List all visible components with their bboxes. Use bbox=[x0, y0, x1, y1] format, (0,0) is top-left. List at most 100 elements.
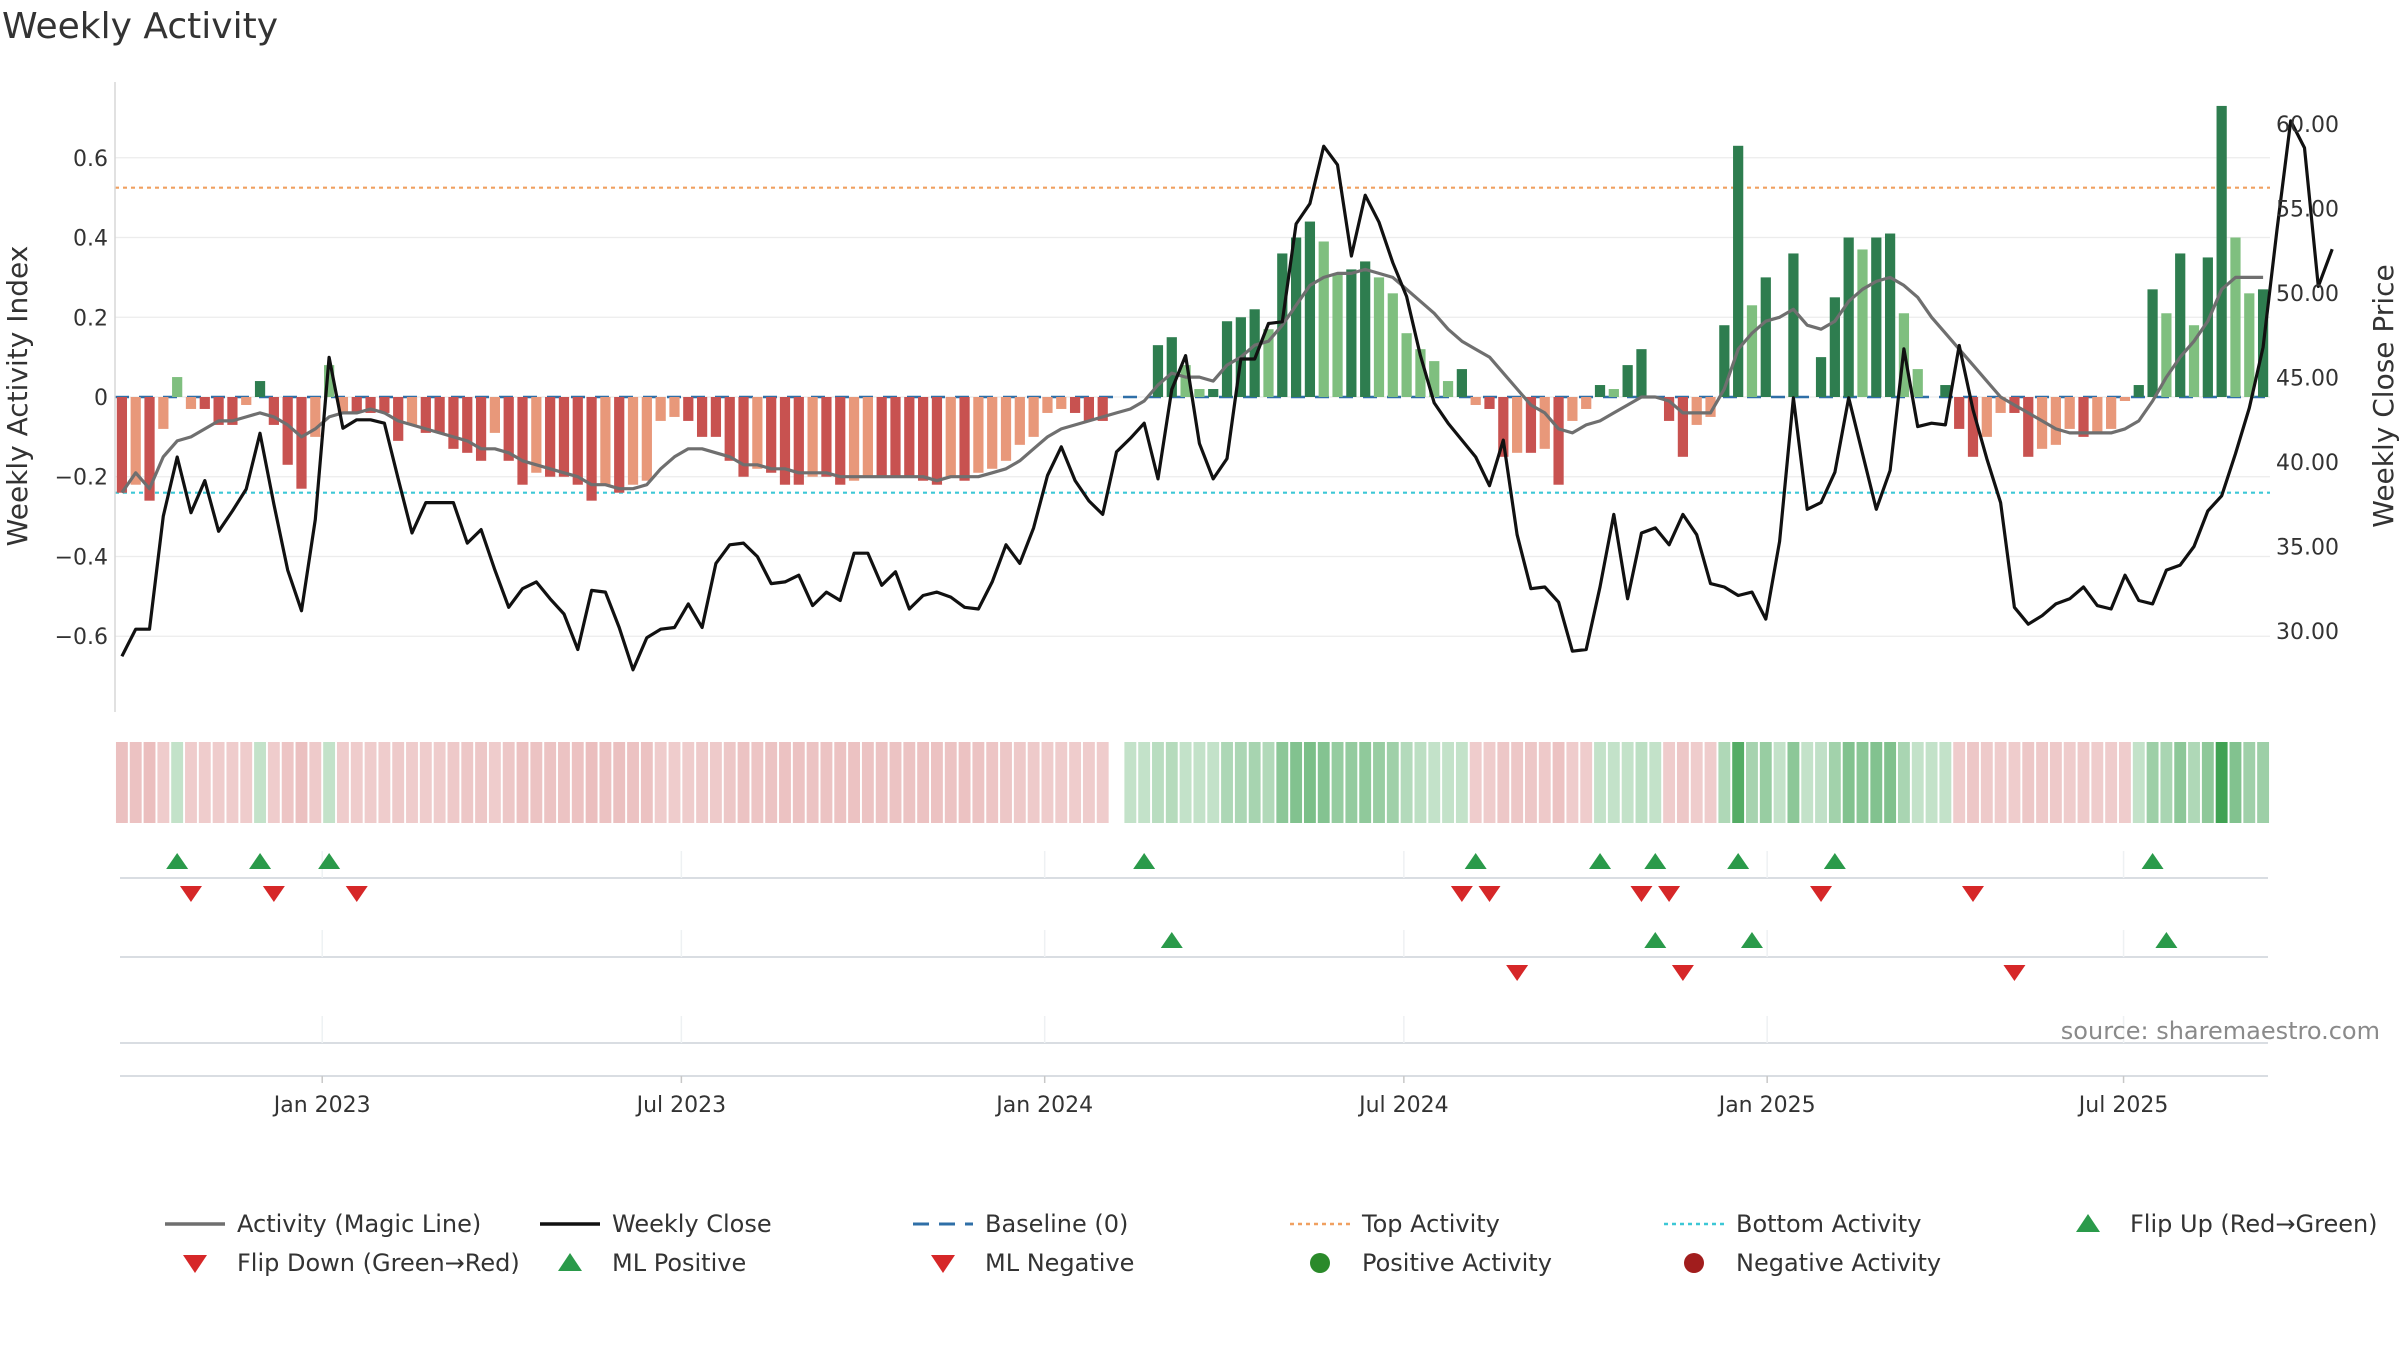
activity-bar bbox=[434, 397, 445, 433]
activity-bar bbox=[586, 397, 597, 501]
activity-bar bbox=[1843, 237, 1854, 397]
heat-cell bbox=[1248, 742, 1261, 823]
heat-cell bbox=[1925, 742, 1938, 823]
x-tick-label: Jul 2024 bbox=[1357, 1093, 1449, 1118]
heat-cell bbox=[723, 742, 736, 823]
heat-cell bbox=[1234, 742, 1247, 823]
source-note: source: sharemaestro.com bbox=[2061, 1017, 2380, 1045]
heat-cell bbox=[2105, 742, 2118, 823]
heat-cell bbox=[1594, 742, 1606, 823]
down-marker bbox=[262, 886, 285, 902]
reference-lines bbox=[115, 186, 2270, 494]
heat-cell bbox=[1262, 742, 1275, 823]
up-marker bbox=[2155, 932, 2178, 948]
heat-cell bbox=[392, 742, 405, 823]
x-tick-label: Jul 2025 bbox=[2077, 1093, 2169, 1118]
activity-bar bbox=[614, 397, 625, 493]
activity-bar bbox=[1788, 253, 1799, 397]
down-marker bbox=[1450, 886, 1473, 902]
activity-bar bbox=[517, 397, 528, 485]
activity-bar bbox=[1871, 237, 1882, 397]
heat-cell bbox=[599, 742, 612, 823]
heat-cell bbox=[1801, 742, 1814, 823]
magic-line bbox=[120, 267, 2264, 494]
heat-cell bbox=[875, 742, 888, 823]
activity-bar bbox=[724, 397, 735, 461]
heat-cell bbox=[1138, 742, 1151, 823]
heat-cell bbox=[1911, 742, 1924, 823]
activity-bar bbox=[448, 397, 459, 449]
heat-cell bbox=[350, 742, 363, 823]
heat-cell bbox=[364, 742, 377, 823]
activity-bar bbox=[1733, 145, 1744, 397]
activity-bar bbox=[2230, 237, 2241, 397]
down-marker bbox=[1961, 886, 1984, 902]
legend-item: Activity (Magic Line) bbox=[165, 1210, 481, 1238]
up-marker bbox=[1644, 932, 1667, 948]
heat-cell bbox=[240, 742, 253, 823]
heat-cell bbox=[1994, 742, 2007, 823]
heat-cell bbox=[806, 742, 819, 823]
legend-label: ML Negative bbox=[985, 1249, 1134, 1277]
y-tick-label: 0.2 bbox=[73, 306, 108, 331]
activity-bar bbox=[393, 397, 404, 441]
activity-bar bbox=[1746, 305, 1758, 397]
y2-tick-label: 40.00 bbox=[2276, 451, 2339, 476]
activity-bar bbox=[669, 397, 680, 417]
activity-bar bbox=[904, 397, 915, 477]
heat-cell bbox=[447, 742, 460, 823]
activity-bar bbox=[1691, 397, 1702, 425]
activity-bar bbox=[185, 397, 197, 409]
activity-heat-strip bbox=[115, 742, 2270, 823]
heat-cell bbox=[709, 742, 722, 823]
activity-bar bbox=[848, 397, 860, 481]
heat-cell bbox=[848, 742, 860, 823]
down-marker bbox=[2003, 965, 2026, 981]
activity-bar bbox=[1760, 277, 1771, 397]
heat-cell bbox=[1469, 742, 1482, 823]
heat-cell bbox=[1759, 742, 1772, 823]
y-tick-label: 0 bbox=[94, 386, 108, 411]
legend-swatch-dot bbox=[1684, 1253, 1704, 1273]
activity-bar bbox=[420, 397, 431, 433]
heat-cell bbox=[1428, 742, 1441, 823]
heat-cell bbox=[212, 742, 225, 823]
heat-cell bbox=[1179, 742, 1192, 823]
activity-bar bbox=[254, 381, 266, 397]
activity-bar bbox=[282, 397, 293, 465]
heat-cell bbox=[1967, 742, 1979, 823]
activity-bar bbox=[1442, 381, 1454, 397]
chart-title: Weekly Activity bbox=[2, 6, 278, 47]
activity-bar bbox=[627, 397, 639, 485]
activity-bar bbox=[918, 397, 929, 481]
heat-cell bbox=[682, 742, 695, 823]
activity-bar bbox=[1857, 249, 1868, 397]
activity-bar bbox=[876, 397, 887, 477]
y-tick-label: −0.4 bbox=[55, 545, 108, 570]
activity-bar bbox=[1221, 321, 1233, 397]
heat-cell bbox=[2188, 742, 2200, 823]
activity-bar bbox=[1512, 397, 1523, 453]
heat-cell bbox=[1442, 742, 1455, 823]
heat-cell bbox=[944, 742, 957, 823]
activity-bar bbox=[199, 397, 210, 409]
heat-cell bbox=[820, 742, 833, 823]
heat-cell bbox=[461, 742, 474, 823]
heat-cell bbox=[2132, 742, 2145, 823]
legend-label: Negative Activity bbox=[1736, 1249, 1941, 1277]
heat-cell bbox=[1718, 742, 1731, 823]
activity-bar bbox=[1581, 397, 1592, 409]
activity-bar bbox=[1705, 397, 1716, 417]
heat-cell bbox=[1732, 742, 1745, 823]
activity-bar bbox=[766, 397, 777, 473]
activity-bar bbox=[462, 397, 473, 453]
heat-cell bbox=[1497, 742, 1510, 823]
legend-label: ML Positive bbox=[612, 1249, 746, 1277]
grid bbox=[115, 157, 2270, 637]
heat-cell bbox=[930, 742, 943, 823]
up-marker bbox=[1740, 932, 1763, 948]
heat-cell bbox=[1621, 742, 1634, 823]
heat-cell bbox=[419, 742, 432, 823]
heat-cell bbox=[1525, 742, 1537, 823]
heat-cell bbox=[751, 742, 764, 823]
